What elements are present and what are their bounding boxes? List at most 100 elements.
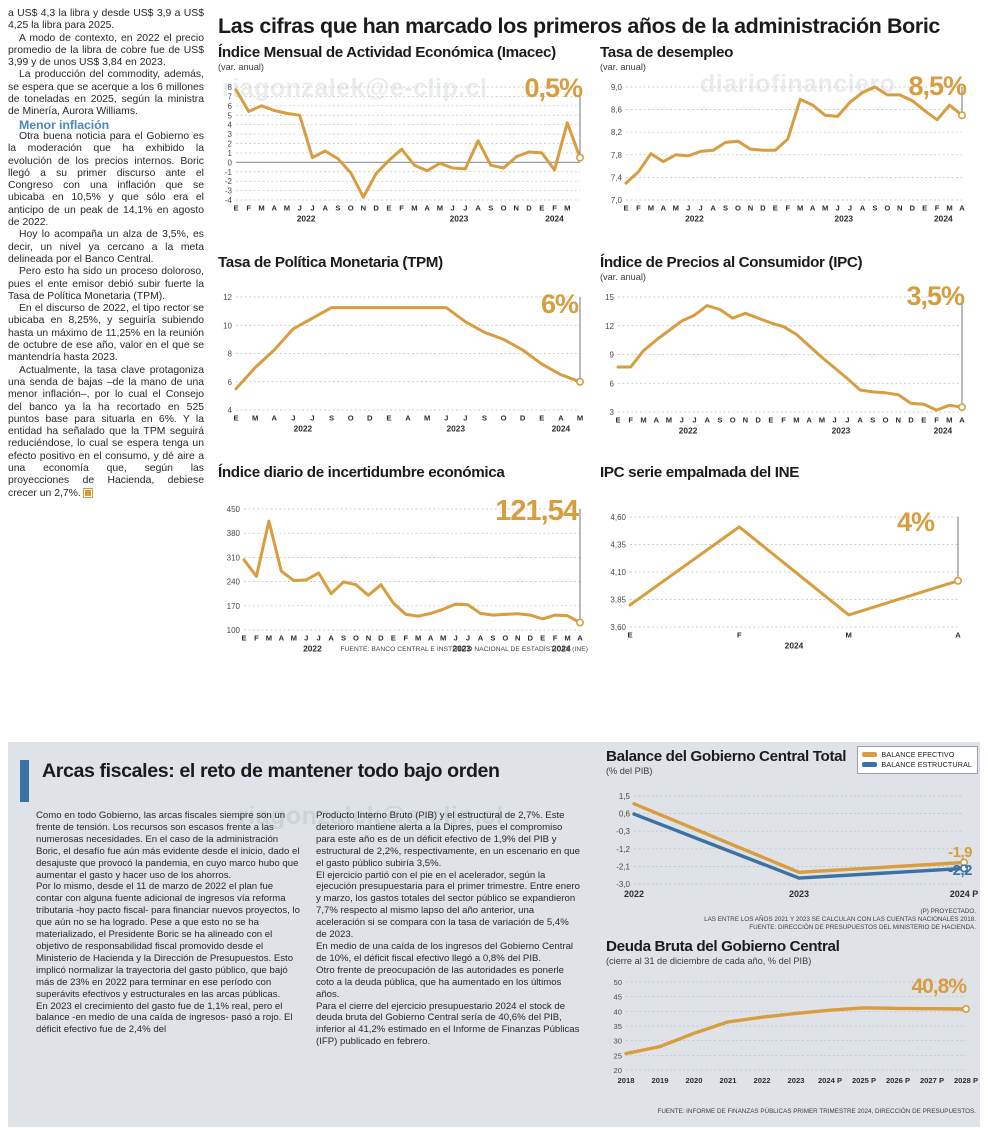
svg-text:45: 45	[614, 993, 622, 1002]
svg-text:M: M	[819, 416, 825, 425]
paragraph: En medio de una caída de los ingresos de…	[316, 940, 574, 964]
svg-text:E: E	[773, 204, 778, 213]
svg-text:A: A	[322, 204, 328, 213]
arcas-title: Arcas fiscales: el reto de mantener todo…	[42, 760, 500, 782]
chart-title: Índice diario de incertidumbre económica	[218, 464, 505, 481]
svg-text:N: N	[361, 204, 366, 213]
svg-text:D: D	[908, 416, 914, 425]
svg-text:E: E	[623, 204, 628, 213]
svg-text:S: S	[335, 204, 340, 213]
svg-text:2019: 2019	[652, 1076, 669, 1085]
svg-text:M: M	[793, 416, 799, 425]
top-section: riagonzalek@e-clip.cl diariofinanciero a…	[8, 8, 970, 657]
svg-text:2023: 2023	[788, 1076, 805, 1085]
svg-text:J: J	[848, 204, 852, 213]
svg-text:J: J	[835, 204, 839, 213]
svg-text:20: 20	[614, 1066, 622, 1075]
paragraph: a US$ 4,3 la libra y desde US$ 3,9 a US$…	[8, 8, 204, 32]
svg-text:F: F	[399, 204, 404, 213]
svg-text:N: N	[515, 634, 520, 643]
chart-ipc: Índice de Precios al Consumidor (IPC) (va…	[600, 254, 970, 439]
svg-text:D: D	[367, 414, 373, 423]
svg-text:J: J	[317, 634, 321, 643]
end-mark-icon	[82, 487, 93, 498]
svg-text:0: 0	[228, 158, 233, 167]
chart-title: Deuda Bruta del Gobierno Central	[606, 938, 840, 955]
svg-text:-4: -4	[225, 196, 233, 205]
svg-text:6: 6	[610, 379, 615, 388]
source-note-line: FUENTE: DIRECCIÓN DE PRESUPUESTOS DEL MI…	[749, 924, 976, 931]
svg-text:3,60: 3,60	[610, 623, 626, 632]
svg-text:25: 25	[614, 1051, 622, 1060]
chart-title: IPC serie empalmada del INE	[600, 464, 800, 481]
svg-text:D: D	[760, 204, 766, 213]
chart-ipc-ine: IPC serie empalmada del INE 3,60 3,85 4,10 4…	[600, 464, 970, 653]
chart-callout-value: 121,54	[495, 495, 579, 527]
balance-source-notes: (P) PROYECTADO. LAS ENTRE LOS AÑOS 2021 Y…	[628, 908, 976, 932]
svg-text:50: 50	[614, 978, 622, 987]
svg-text:M: M	[666, 416, 672, 425]
svg-text:M: M	[648, 204, 654, 213]
chart-plot: -4 -3 -2 -1 0 1 2 3 4 5 6 7 8 E F M A M J J A S O N D E F M A M J J A S O N…	[218, 75, 588, 227]
svg-text:J: J	[463, 414, 467, 423]
svg-text:A: A	[857, 416, 863, 425]
svg-text:F: F	[781, 416, 786, 425]
svg-text:4,60: 4,60	[610, 513, 626, 522]
svg-text:A: A	[806, 416, 812, 425]
svg-text:F: F	[254, 634, 259, 643]
svg-text:2023: 2023	[446, 424, 465, 434]
svg-text:F: F	[785, 204, 790, 213]
svg-text:-2: -2	[225, 177, 233, 186]
svg-text:O: O	[730, 416, 736, 425]
paragraph: A modo de contexto, en 2022 el precio pr…	[8, 32, 204, 69]
svg-text:M: M	[252, 414, 258, 423]
svg-text:A: A	[271, 414, 277, 423]
svg-text:9: 9	[610, 351, 615, 360]
legend-swatch	[862, 752, 878, 757]
chart-subtitle: (var. anual)	[218, 62, 264, 72]
source-note-line: LAS ENTRE LOS AÑOS 2021 Y 2023 SE CALCUL…	[704, 916, 976, 923]
svg-text:A: A	[577, 634, 583, 643]
svg-text:2023: 2023	[789, 889, 809, 899]
svg-text:1: 1	[228, 149, 233, 158]
chart-subtitle: (var. anual)	[600, 62, 646, 72]
chart-legend: BALANCE EFECTIVO BALANCE ESTRUCTURAL	[857, 746, 978, 774]
svg-text:2022: 2022	[679, 426, 698, 436]
chart-imacec: Índice Mensual de Actividad Económica (I…	[218, 44, 588, 227]
svg-text:J: J	[699, 204, 703, 213]
chart-incertidumbre: Índice diario de incertidumbre económica…	[218, 464, 588, 657]
svg-text:9,0: 9,0	[611, 83, 623, 92]
svg-text:7,0: 7,0	[611, 196, 623, 205]
paragraph: Otra buena noticia para el Gobierno es l…	[8, 130, 204, 229]
svg-text:310: 310	[227, 553, 241, 562]
svg-text:8,6: 8,6	[611, 106, 623, 115]
svg-text:J: J	[692, 416, 696, 425]
svg-text:35: 35	[614, 1022, 622, 1031]
chart-title: Índice de Precios al Consumidor (IPC)	[600, 254, 863, 271]
svg-text:15: 15	[605, 293, 614, 302]
chart-callout-value: 40,8%	[911, 975, 967, 998]
svg-text:A: A	[959, 416, 965, 425]
paragraph: Pero esto ha sido un proceso doloroso, p…	[8, 266, 204, 302]
chart-callout-value: 8,5%	[908, 71, 967, 101]
svg-text:2024 P: 2024 P	[818, 1076, 842, 1085]
series-value-label: -1,9	[948, 844, 972, 861]
paragraph-text: Actualmente, la tasa clave protagoniza u…	[8, 364, 204, 499]
svg-text:A: A	[661, 204, 667, 213]
svg-text:F: F	[403, 634, 408, 643]
svg-text:M: M	[797, 204, 803, 213]
arcas-column-2: Producto Interno Bruto (PIB) y el estruc…	[316, 810, 580, 1048]
chart-source-note: FUENTE: BANCO CENTRAL E INSTITUTO NACION…	[340, 646, 588, 653]
chart-callout-value: 4%	[896, 507, 935, 537]
svg-text:E: E	[386, 414, 391, 423]
svg-text:4: 4	[228, 121, 233, 130]
svg-text:E: E	[539, 414, 544, 423]
paragraph: En 2023 el crecimiento del gasto fue de …	[36, 1000, 293, 1036]
svg-text:S: S	[723, 204, 728, 213]
chart-callout-value: 6%	[540, 289, 579, 319]
svg-text:6: 6	[228, 378, 233, 387]
svg-text:8: 8	[228, 83, 233, 92]
svg-text:3: 3	[228, 130, 233, 139]
svg-text:A: A	[710, 204, 716, 213]
svg-text:N: N	[366, 634, 371, 643]
